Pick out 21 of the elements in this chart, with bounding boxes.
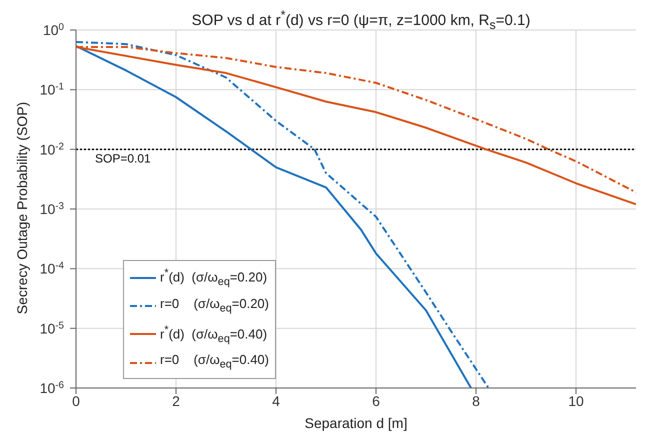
x-tick-label: 2 (172, 392, 180, 409)
y-tick-label: 10$^{-5}$ (40, 320, 65, 336)
legend-label: r=0 (σ/ω$_{eq}$=0.40) (160, 351, 269, 374)
y-tick-label: 10$^{-1}$ (40, 81, 64, 98)
x-tick-label: 0 (72, 392, 80, 409)
y-axis-title: Secrecy Outage Probability (SOP) (14, 100, 30, 316)
ref-line-label: SOP=0.01 (95, 151, 152, 166)
y-tick-label: 10$^{-2}$ (40, 140, 64, 158)
legend-label: r=0 (σ/ω$_{eq}$=0.20) (160, 294, 269, 317)
x-tick-label: 6 (372, 392, 380, 409)
chart-title: SOP vs d at r$^{*}$(d) vs r=0 (ψ=π, z=1000 km, R$_{s}$=0.1) (190, 8, 532, 32)
x-axis-title: Separation d [m] (304, 415, 408, 431)
legend-label: r$^{*}$(d) (σ/ω$_{eq}$=0.20) (160, 266, 268, 290)
x-tick-label: 8 (472, 392, 480, 409)
x-tick-label: 4 (272, 392, 280, 409)
y-tick-label: 10$^{-3}$ (40, 200, 65, 217)
x-tick-label: 10 (568, 392, 584, 409)
y-tick-label: 10$^{-4}$ (40, 260, 65, 277)
y-tick-label: 10$^{0}$ (42, 22, 65, 38)
y-tick-label: 10$^{-6}$ (40, 380, 65, 396)
legend-label: r$^{*}$(d) (σ/ω$_{eq}$=0.40) (160, 322, 268, 346)
